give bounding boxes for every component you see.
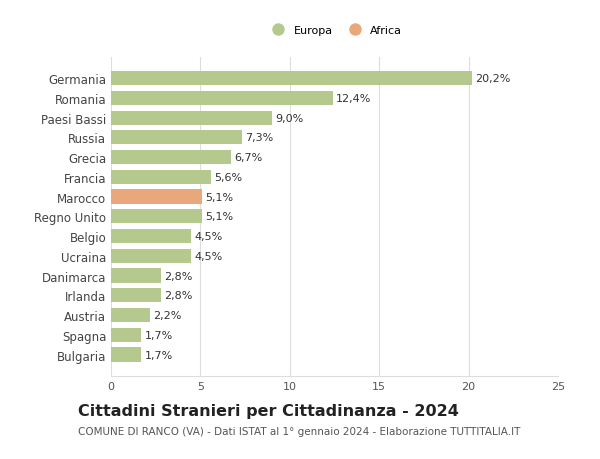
Bar [111, 328, 142, 342]
Bar [111, 289, 161, 303]
Text: 1,7%: 1,7% [145, 330, 173, 340]
Text: 7,3%: 7,3% [245, 133, 273, 143]
Bar [111, 308, 151, 323]
Bar [111, 249, 191, 263]
Text: 4,5%: 4,5% [194, 251, 223, 261]
Text: 2,2%: 2,2% [154, 310, 182, 320]
Text: 5,1%: 5,1% [205, 212, 233, 222]
Text: COMUNE DI RANCO (VA) - Dati ISTAT al 1° gennaio 2024 - Elaborazione TUTTITALIA.I: COMUNE DI RANCO (VA) - Dati ISTAT al 1° … [78, 426, 520, 436]
Legend: Europa, Africa: Europa, Africa [262, 22, 407, 40]
Text: 20,2%: 20,2% [475, 74, 511, 84]
Bar [111, 269, 161, 283]
Bar [111, 111, 272, 125]
Bar [111, 170, 211, 185]
Text: 9,0%: 9,0% [275, 113, 304, 123]
Text: 4,5%: 4,5% [194, 232, 223, 241]
Bar [111, 190, 202, 204]
Bar [111, 151, 231, 165]
Text: 5,1%: 5,1% [205, 192, 233, 202]
Text: 5,6%: 5,6% [214, 173, 242, 183]
Text: 12,4%: 12,4% [336, 94, 371, 104]
Bar [111, 72, 472, 86]
Bar [111, 210, 202, 224]
Text: Cittadini Stranieri per Cittadinanza - 2024: Cittadini Stranieri per Cittadinanza - 2… [78, 403, 459, 419]
Bar [111, 230, 191, 244]
Bar [111, 348, 142, 362]
Bar [111, 131, 242, 145]
Text: 2,8%: 2,8% [164, 271, 193, 281]
Text: 1,7%: 1,7% [145, 350, 173, 360]
Text: 6,7%: 6,7% [234, 153, 262, 163]
Text: 2,8%: 2,8% [164, 291, 193, 301]
Bar [111, 92, 333, 106]
